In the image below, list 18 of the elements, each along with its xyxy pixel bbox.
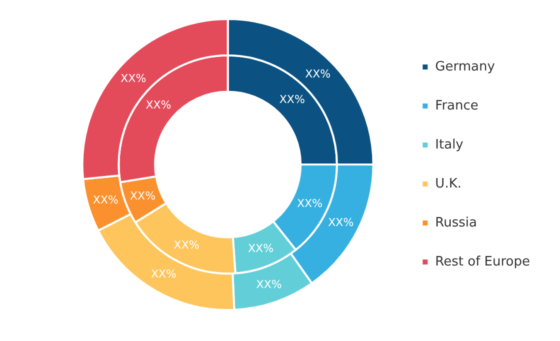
- data-label: XX%: [248, 242, 274, 256]
- data-label: XX%: [279, 93, 305, 106]
- data-label: XX%: [92, 193, 118, 206]
- legend-label: U.K.: [435, 176, 462, 192]
- legend-label: Russia: [435, 215, 477, 230]
- data-label: XX%: [328, 216, 354, 229]
- legend-label: Rest of Europe: [435, 254, 530, 270]
- data-label: XX%: [296, 196, 323, 210]
- data-label: XX%: [120, 72, 146, 85]
- data-label: XX%: [150, 267, 176, 280]
- data-label: XX%: [146, 98, 172, 112]
- legend-label: Italy: [435, 137, 464, 152]
- data-label: XX%: [256, 278, 282, 291]
- data-label: XX%: [174, 238, 200, 252]
- legend-label: Germany: [435, 59, 496, 74]
- data-label: XX%: [130, 190, 156, 203]
- legend-label: France: [435, 98, 478, 114]
- data-label: XX%: [305, 67, 331, 80]
